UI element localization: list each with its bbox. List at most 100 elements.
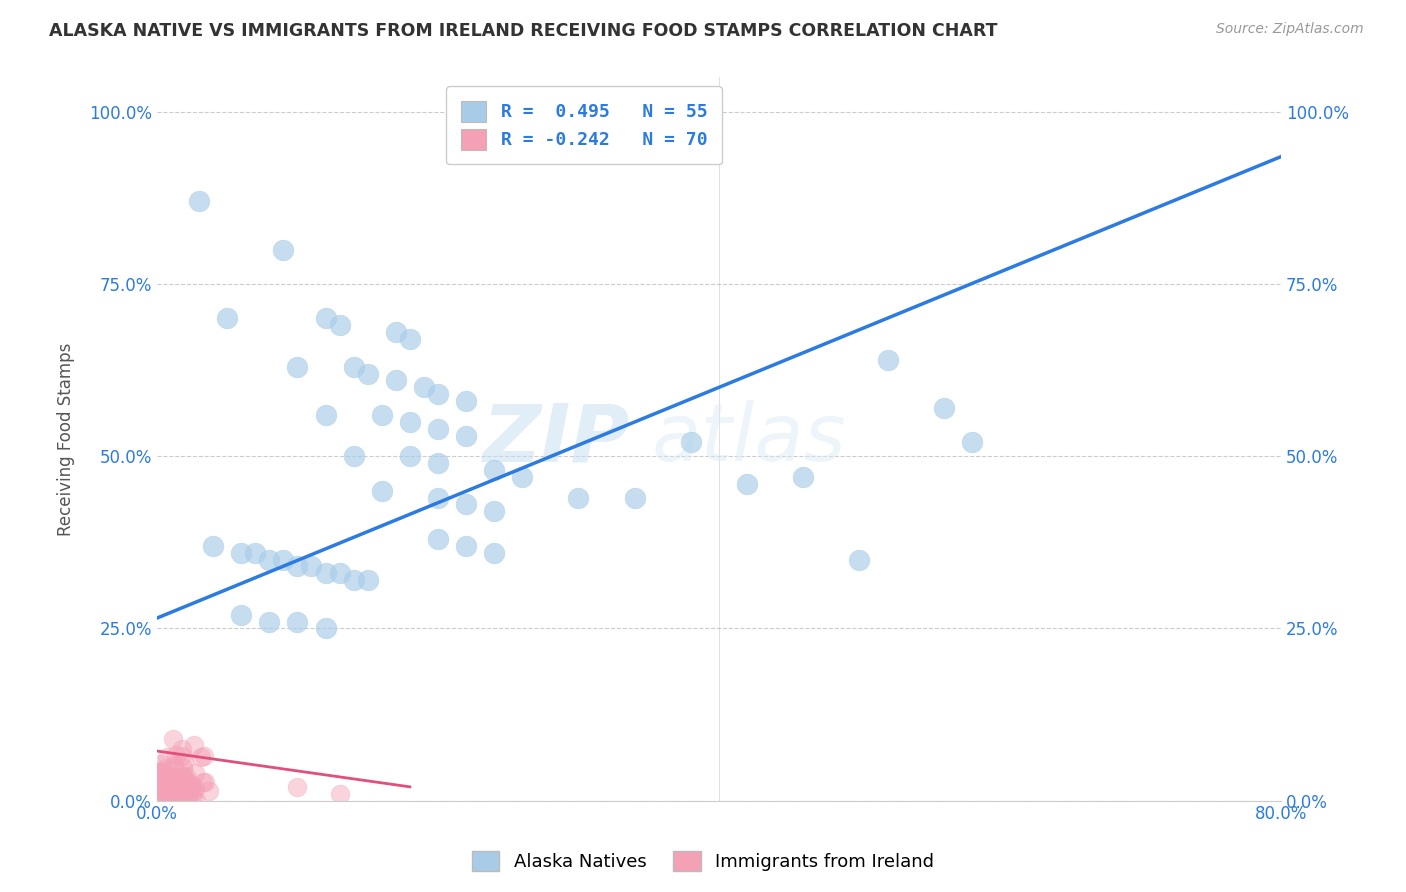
Point [194,775,217,789]
Point [371,408,394,422]
Point [177,776,200,790]
Point [190,749,212,764]
Text: ZIP: ZIP [482,400,628,478]
Point [191,774,214,789]
Point [159,789,181,803]
Point [148,766,170,780]
Point [679,435,702,450]
Point [149,787,172,801]
Point [153,788,176,802]
Point [426,456,449,470]
Point [567,491,589,505]
Point [148,764,170,779]
Point [510,470,533,484]
Text: Source: ZipAtlas.com: Source: ZipAtlas.com [1216,22,1364,37]
Point [149,764,172,779]
Point [184,781,207,796]
Point [623,491,645,505]
Legend: Alaska Natives, Immigrants from Ireland: Alaska Natives, Immigrants from Ireland [465,844,941,879]
Point [149,757,172,772]
Point [329,787,352,801]
Point [157,780,180,795]
Point [172,769,194,783]
Point [170,775,193,789]
Point [157,782,180,797]
Point [166,780,188,795]
Point [159,768,181,782]
Point [315,311,337,326]
Point [398,449,420,463]
Point [384,326,406,340]
Point [176,782,198,797]
Point [173,773,195,788]
Point [202,539,225,553]
Point [183,784,205,798]
Point [184,794,207,808]
Point [159,778,181,792]
Legend: R =  0.495   N = 55, R = -0.242   N = 70: R = 0.495 N = 55, R = -0.242 N = 70 [447,87,721,164]
Text: atlas: atlas [651,400,846,478]
Point [149,776,172,790]
Point [426,422,449,436]
Point [155,768,177,782]
Point [163,760,186,774]
Point [176,769,198,783]
Point [315,622,337,636]
Point [287,359,309,374]
Point [454,394,477,409]
Point [173,756,195,770]
Point [162,731,184,746]
Point [259,552,281,566]
Point [343,449,366,463]
Point [159,774,181,789]
Point [848,552,870,566]
Point [482,546,505,560]
Point [173,771,195,785]
Point [398,332,420,346]
Point [273,552,295,566]
Point [152,782,174,797]
Text: ALASKA NATIVE VS IMMIGRANTS FROM IRELAND RECEIVING FOOD STAMPS CORRELATION CHART: ALASKA NATIVE VS IMMIGRANTS FROM IRELAND… [49,22,998,40]
Point [180,778,202,792]
Point [426,491,449,505]
Point [259,615,281,629]
Point [160,789,183,804]
Point [165,773,187,788]
Point [184,765,207,780]
Point [792,470,814,484]
Point [482,504,505,518]
Point [179,783,201,797]
Point [287,780,309,794]
Point [148,768,170,782]
Point [155,761,177,775]
Point [183,738,205,752]
Point [155,749,177,764]
Point [482,463,505,477]
Point [371,483,394,498]
Point [217,311,239,326]
Point [231,546,253,560]
Point [398,415,420,429]
Point [454,498,477,512]
Point [162,784,184,798]
Point [960,435,983,450]
Point [156,773,179,788]
Point [273,243,295,257]
Point [329,566,352,581]
Point [301,559,323,574]
Point [735,476,758,491]
Point [932,401,955,415]
Y-axis label: Receiving Food Stamps: Receiving Food Stamps [58,343,75,536]
Point [148,769,170,783]
Point [876,352,898,367]
Point [315,408,337,422]
Point [426,532,449,546]
Point [157,782,180,797]
Point [231,607,253,622]
Point [166,788,188,802]
Point [169,790,191,805]
Point [426,387,449,401]
Point [180,780,202,795]
Point [198,784,221,798]
Point [163,771,186,785]
